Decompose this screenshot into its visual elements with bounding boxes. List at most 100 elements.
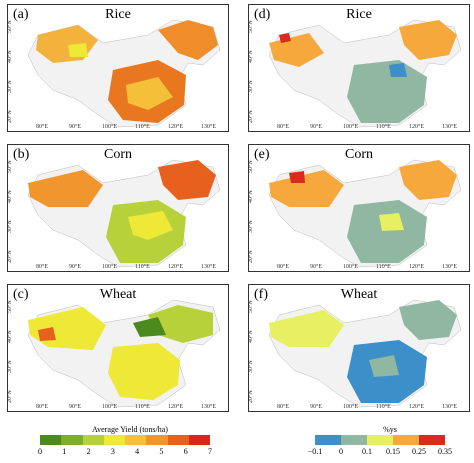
lon-tick-label: 120°E	[168, 124, 184, 130]
legend-right: %ys −0.1 0 0.1 0.15 0.25 0.35	[308, 425, 465, 459]
lon-tick-label: 100°E	[102, 264, 118, 270]
legend-swatch	[315, 435, 341, 445]
lat-tick-label: 30°N	[7, 80, 13, 93]
legend-swatch	[367, 435, 393, 445]
lon-tick-label: 130°E	[201, 124, 217, 130]
lon-tick-label: 110°E	[135, 124, 150, 130]
legend-swatch	[393, 435, 419, 445]
panel-label: (a)	[13, 7, 29, 22]
lon-tick-label: 110°E	[376, 404, 391, 410]
legend-tick-label: 1	[62, 447, 67, 456]
lon-tick-label: 130°E	[201, 404, 217, 410]
legend-tick-label: 0.25	[412, 447, 426, 456]
lon-tick-label: 110°E	[376, 124, 391, 130]
legend-swatch	[188, 435, 210, 445]
lon-tick-label: 90°E	[69, 124, 82, 130]
lat-tick-label: 20°N	[248, 390, 254, 403]
lon-tick-label: 80°E	[36, 264, 49, 270]
map-graphic	[268, 299, 462, 408]
lat-tick-label: 50°N	[248, 300, 254, 313]
map-panel-f: (f) Wheat 50°N 40°N 30°N 20°N 80°E 90°E 100°E 1…	[248, 284, 470, 412]
lat-tick-label: 50°N	[248, 20, 254, 33]
lon-tick-label: 90°E	[310, 264, 323, 270]
legend-tick-label: 0.35	[438, 447, 452, 456]
lon-tick-label: 100°E	[343, 264, 359, 270]
lon-tick-label: 90°E	[310, 404, 323, 410]
lat-tick-label: 50°N	[248, 160, 254, 173]
lon-tick-label: 130°E	[442, 124, 458, 130]
lon-tick-label: 110°E	[135, 404, 150, 410]
legend-tick-label: 0.1	[362, 447, 372, 456]
legend-tick-label: 0	[38, 447, 42, 456]
map-graphic	[27, 19, 221, 128]
lon-tick-label: 130°E	[442, 404, 458, 410]
lon-tick-label: 120°E	[409, 124, 425, 130]
lat-tick-label: 40°N	[248, 190, 254, 203]
lat-tick-label: 30°N	[7, 220, 13, 233]
lat-tick-label: 30°N	[7, 360, 13, 373]
lon-tick-label: 90°E	[310, 124, 323, 130]
panel-title: Rice	[346, 7, 372, 22]
legend-swatch	[103, 435, 125, 445]
lat-tick-label: 40°N	[248, 50, 254, 63]
panel-label: (c)	[13, 287, 29, 302]
lon-tick-label: 120°E	[409, 264, 425, 270]
lat-tick-label: 30°N	[248, 80, 254, 93]
lat-tick-label: 20°N	[7, 390, 13, 403]
lat-tick-label: 50°N	[7, 300, 13, 313]
legend-tick-label: −0.1	[307, 447, 323, 456]
lon-tick-label: 90°E	[69, 404, 82, 410]
lon-tick-label: 120°E	[168, 264, 184, 270]
legend-tick-label: 0.15	[386, 447, 400, 456]
lon-tick-label: 130°E	[201, 264, 217, 270]
lon-tick-label: 80°E	[277, 264, 290, 270]
map-panel-e: (e) Corn 50°N 40°N 30°N 20°N 80°E 90°E 100°E 11…	[248, 144, 470, 272]
lon-tick-label: 100°E	[102, 124, 118, 130]
lon-tick-label: 100°E	[102, 404, 118, 410]
lon-tick-label: 120°E	[409, 404, 425, 410]
lon-tick-label: 100°E	[343, 404, 359, 410]
panel-label: (d)	[254, 7, 271, 22]
legend-swatch	[82, 435, 104, 445]
lat-tick-label: 40°N	[7, 190, 13, 203]
legend-swatch	[341, 435, 367, 445]
panel-title: Corn	[104, 147, 132, 162]
lat-tick-label: 50°N	[7, 160, 13, 173]
lon-tick-label: 80°E	[36, 404, 49, 410]
lon-tick-label: 80°E	[277, 404, 290, 410]
legend-title: Average Yield (tons/ha)	[92, 425, 168, 434]
legend-tick-label: 4	[135, 447, 140, 456]
panel-title: Corn	[345, 147, 373, 162]
legend-left: Average Yield (tons/ha) 0 1 2 3 4 5 6 7	[38, 425, 220, 459]
legend-swatch	[61, 435, 83, 445]
lon-tick-label: 120°E	[168, 404, 184, 410]
legend-swatch	[125, 435, 147, 445]
panel-label: (e)	[254, 147, 270, 162]
panel-label: (b)	[13, 147, 30, 162]
legend-tick-label: 2	[86, 447, 91, 456]
map-graphic	[268, 159, 462, 268]
map-graphic	[268, 19, 462, 128]
lat-tick-label: 50°N	[7, 20, 13, 33]
legend-tick-label: 3	[110, 447, 115, 456]
map-panel-a: (a) Rice 50°N 40°N 30°N 20°N 80°E 90°E 100°E 11…	[7, 4, 229, 132]
legend-swatch	[167, 435, 189, 445]
legend-swatches	[315, 435, 445, 445]
lon-tick-label: 90°E	[69, 264, 82, 270]
lat-tick-label: 20°N	[7, 110, 13, 123]
map-graphic	[27, 159, 221, 268]
lat-tick-label: 30°N	[248, 360, 254, 373]
legend-swatch	[419, 435, 445, 445]
legend-tick-label: 6	[183, 447, 188, 456]
lat-tick-label: 20°N	[248, 110, 254, 123]
map-panel-d: (d) Rice 50°N 40°N 30°N 20°N 80°E 90°E 100°E 11…	[248, 4, 470, 132]
panel-title: Wheat	[99, 287, 137, 302]
map-graphic	[27, 299, 221, 408]
legend-swatch	[146, 435, 168, 445]
map-panel-c: (c) Wheat 50°N 40°N 30°N 20°N 80°E 90°E 100°E 1…	[7, 284, 229, 412]
panel-label: (f)	[254, 287, 268, 302]
lat-tick-label: 20°N	[248, 250, 254, 263]
lat-tick-label: 40°N	[7, 330, 13, 343]
panel-title: Rice	[105, 7, 131, 22]
legend-tick-label: 7	[208, 447, 212, 456]
